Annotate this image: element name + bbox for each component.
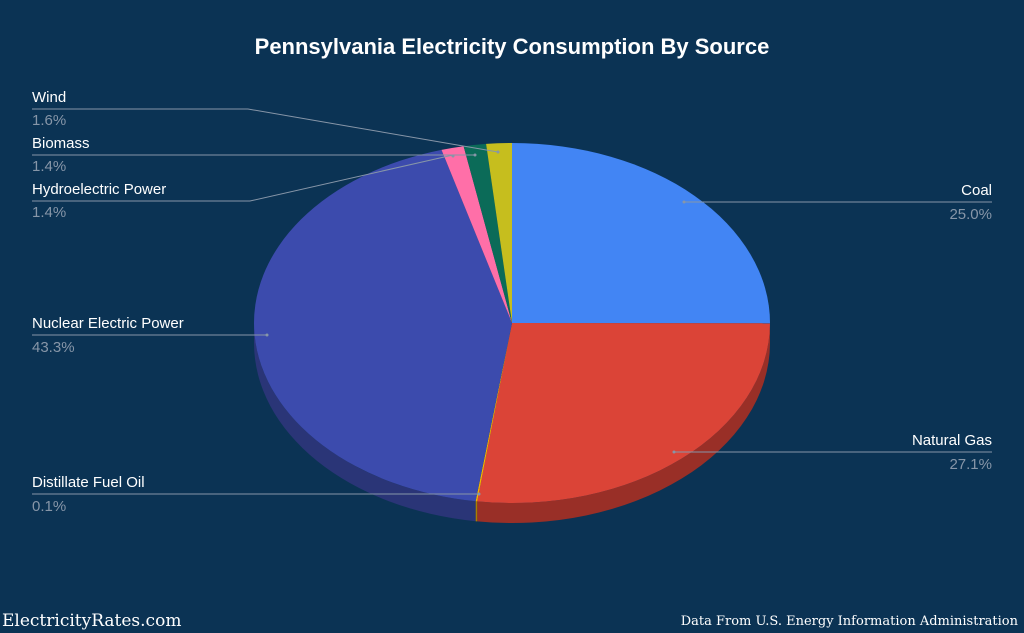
value-coal: 25.0% — [949, 206, 992, 223]
pie-slice-wind — [486, 143, 512, 323]
value-wind: 1.6% — [32, 112, 67, 129]
pie-slices — [254, 143, 770, 503]
chart-title: Pennsylvania Electricity Consumption By … — [254, 34, 770, 59]
pie-slice-biomass — [463, 143, 512, 323]
source-note: Data From U.S. Energy Information Admini… — [680, 614, 1018, 629]
pie-slice-hydroelectric-power — [441, 146, 512, 323]
leader-lines — [32, 108, 992, 495]
label-gas: Natural Gas — [911, 432, 992, 449]
label-coal: Coal — [961, 182, 992, 199]
pie-depth — [254, 323, 770, 523]
value-distillate: 0.1% — [32, 498, 67, 515]
label-wind: Wind — [32, 89, 67, 106]
brand-logo: ElectricityRates.com — [2, 611, 182, 631]
label-hydro: Hydroelectric Power — [32, 181, 167, 198]
pie-slice-coal — [512, 143, 770, 324]
value-biomass: 1.4% — [32, 158, 67, 175]
label-nuclear: Nuclear Electric Power — [32, 315, 184, 332]
label-distillate: Distillate Fuel Oil — [32, 474, 145, 491]
value-hydro: 1.4% — [32, 204, 67, 221]
pie-slice-distillate-fuel-oil — [475, 323, 512, 502]
label-biomass: Biomass — [32, 135, 90, 152]
value-nuclear: 43.3% — [32, 339, 75, 356]
value-gas: 27.1% — [949, 456, 992, 473]
pie-slice-nuclear-electric-power — [254, 149, 512, 502]
pie-slice-natural-gas — [477, 323, 770, 503]
